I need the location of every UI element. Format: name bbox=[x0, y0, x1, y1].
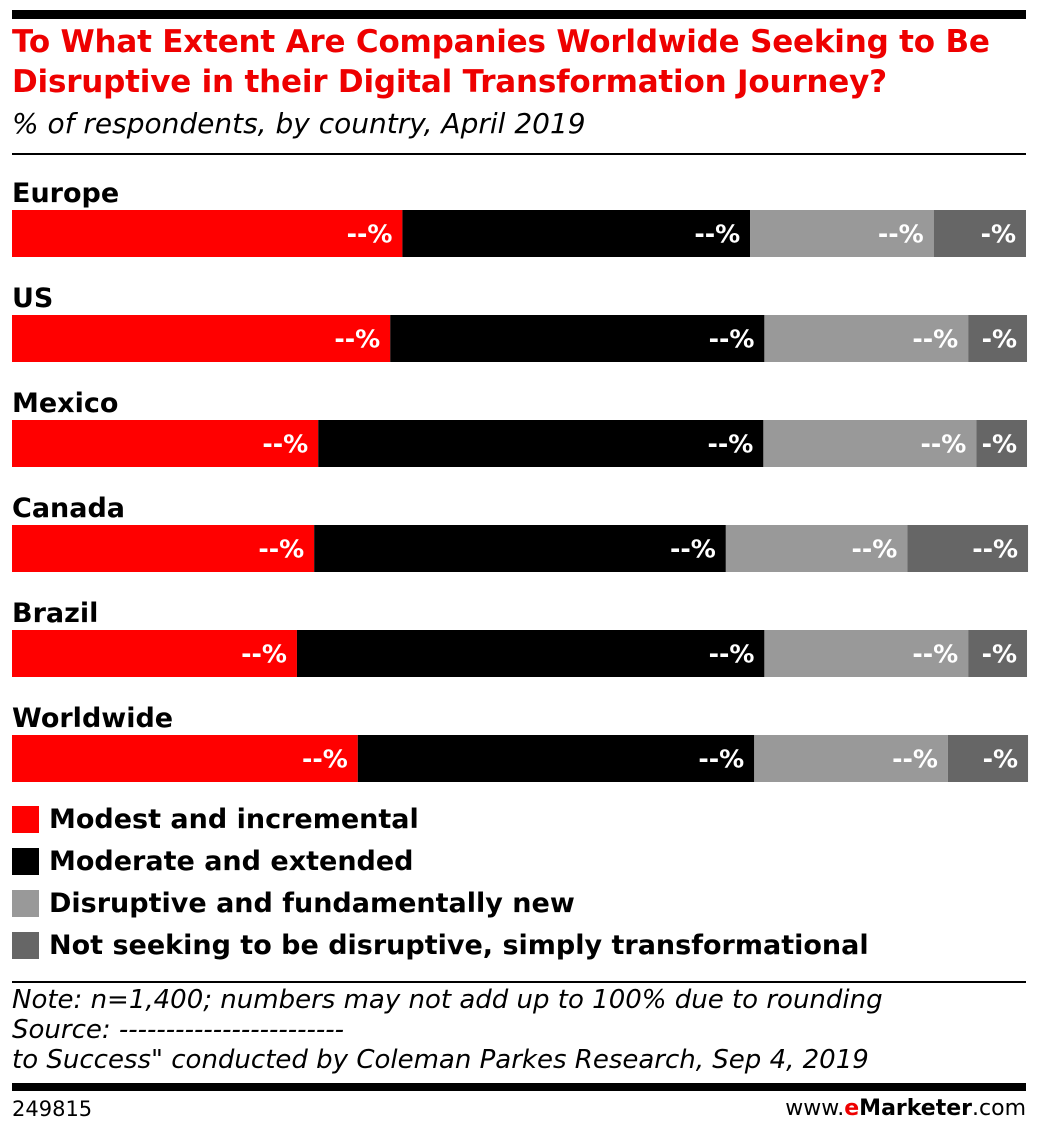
data-label-brazil-not-seeking-to-be-disruptive-simply-transformational: -% bbox=[982, 640, 1017, 669]
data-label-mexico-disruptive-and-fundamentally-new: --% bbox=[921, 430, 967, 459]
category-label-brazil: Brazil bbox=[12, 598, 98, 629]
data-label-brazil-modest-and-incremental: --% bbox=[241, 640, 287, 669]
data-label-us-moderate-and-extended: --% bbox=[709, 325, 755, 354]
legend-swatch bbox=[12, 931, 39, 959]
bar-brazil-not-seeking-to-be-disruptive-simply-transformational bbox=[968, 630, 1028, 677]
data-label-worldwide-moderate-and-extended: --% bbox=[698, 745, 744, 774]
data-label-brazil-disruptive-and-fundamentally-new: --% bbox=[912, 640, 958, 669]
data-label-brazil-moderate-and-extended: --% bbox=[709, 640, 755, 669]
divider-top bbox=[12, 153, 1026, 155]
bar-brazil-disruptive-and-fundamentally-new bbox=[764, 630, 969, 677]
bar-europe-disruptive-and-fundamentally-new bbox=[750, 210, 934, 257]
legend-label: Not seeking to be disruptive, simply tra… bbox=[49, 929, 869, 961]
legend-label: Disruptive and fundamentally new bbox=[49, 887, 575, 919]
data-label-worldwide-modest-and-incremental: --% bbox=[302, 745, 348, 774]
footnotes: Note: n=1,400; numbers may not add up to… bbox=[12, 985, 1026, 1075]
bar-worldwide-modest-and-incremental bbox=[12, 735, 358, 782]
bar-us-not-seeking-to-be-disruptive-simply-transformational bbox=[968, 315, 1028, 362]
legend-item-moderate-and-extended: Moderate and extended bbox=[12, 840, 869, 882]
bar-us-modest-and-incremental bbox=[12, 315, 391, 362]
bar-canada-disruptive-and-fundamentally-new bbox=[725, 525, 908, 572]
bar-europe-moderate-and-extended bbox=[402, 210, 751, 257]
data-label-canada-not-seeking-to-be-disruptive-simply-transformational: --% bbox=[972, 535, 1018, 564]
category-label-canada: Canada bbox=[12, 493, 125, 524]
bar-brazil-modest-and-incremental bbox=[12, 630, 297, 677]
legend-item-disruptive-and-fundamentally-new: Disruptive and fundamentally new bbox=[12, 882, 869, 924]
bar-mexico-not-seeking-to-be-disruptive-simply-transformational bbox=[976, 420, 1028, 467]
legend-swatch bbox=[12, 805, 39, 833]
data-label-worldwide-disruptive-and-fundamentally-new: --% bbox=[892, 745, 938, 774]
bar-worldwide-not-seeking-to-be-disruptive-simply-transformational bbox=[947, 735, 1029, 782]
data-label-us-modest-and-incremental: --% bbox=[334, 325, 380, 354]
data-label-canada-modest-and-incremental: --% bbox=[258, 535, 304, 564]
data-label-us-disruptive-and-fundamentally-new: --% bbox=[912, 325, 958, 354]
divider-footer bbox=[12, 981, 1026, 983]
data-label-europe-modest-and-incremental: --% bbox=[347, 220, 393, 249]
category-label-mexico: Mexico bbox=[12, 388, 118, 419]
bar-canada-not-seeking-to-be-disruptive-simply-transformational bbox=[907, 525, 1029, 572]
stacked-bar-chart: Europe--% --% --% -%US--% --% --% -%Mexico--% -… bbox=[12, 178, 1029, 782]
data-label-europe-moderate-and-extended: --% bbox=[694, 220, 740, 249]
legend-swatch bbox=[12, 889, 39, 917]
legend-item-modest-and-incremental: Modest and incremental bbox=[12, 798, 869, 840]
category-label-europe: Europe bbox=[12, 178, 119, 209]
category-label-worldwide: Worldwide bbox=[12, 703, 173, 734]
data-label-canada-disruptive-and-fundamentally-new: --% bbox=[852, 535, 898, 564]
note-text: Note: n=1,400; numbers may not add up to… bbox=[12, 985, 883, 1015]
category-label-us: US bbox=[12, 283, 53, 314]
bar-worldwide-moderate-and-extended bbox=[357, 735, 755, 782]
top-bar bbox=[12, 10, 1026, 19]
data-label-us-not-seeking-to-be-disruptive-simply-transformational: -% bbox=[982, 325, 1017, 354]
emarketer-logo[interactable]: www.eMarketer.com bbox=[785, 1096, 1026, 1121]
source-continued-text: to Success" conducted by Coleman Parkes … bbox=[12, 1045, 869, 1075]
legend: Modest and incremental Moderate and exten… bbox=[12, 798, 869, 966]
chart-title: To What Extent Are Companies Worldwide S… bbox=[12, 24, 990, 100]
bar-canada-moderate-and-extended bbox=[314, 525, 726, 572]
legend-item-not-seeking-to-be-disruptive-simply-transformational: Not seeking to be disruptive, simply tra… bbox=[12, 924, 869, 966]
bar-mexico-modest-and-incremental bbox=[12, 420, 319, 467]
data-label-mexico-moderate-and-extended: --% bbox=[708, 430, 754, 459]
bar-worldwide-disruptive-and-fundamentally-new bbox=[754, 735, 948, 782]
chart-id: 249815 bbox=[12, 1097, 93, 1121]
bar-canada-modest-and-incremental bbox=[12, 525, 315, 572]
bar-mexico-disruptive-and-fundamentally-new bbox=[763, 420, 977, 467]
data-label-europe-not-seeking-to-be-disruptive-simply-transformational: -% bbox=[981, 220, 1016, 249]
bar-europe-not-seeking-to-be-disruptive-simply-transformational bbox=[933, 210, 1026, 257]
legend-label: Moderate and extended bbox=[49, 845, 414, 877]
data-label-mexico-modest-and-incremental: --% bbox=[262, 430, 308, 459]
bar-europe-modest-and-incremental bbox=[12, 210, 403, 257]
legend-label: Modest and incremental bbox=[49, 803, 419, 835]
data-label-europe-disruptive-and-fundamentally-new: --% bbox=[878, 220, 924, 249]
source-text: Source: ------------------------ bbox=[12, 1015, 345, 1045]
bar-mexico-moderate-and-extended bbox=[318, 420, 764, 467]
data-label-canada-moderate-and-extended: --% bbox=[670, 535, 716, 564]
bar-brazil-moderate-and-extended bbox=[296, 630, 765, 677]
bar-us-moderate-and-extended bbox=[390, 315, 765, 362]
bar-us-disruptive-and-fundamentally-new bbox=[764, 315, 969, 362]
data-label-worldwide-not-seeking-to-be-disruptive-simply-transformational: -% bbox=[983, 745, 1018, 774]
data-label-mexico-not-seeking-to-be-disruptive-simply-transformational: -% bbox=[982, 430, 1017, 459]
legend-swatch bbox=[12, 847, 39, 875]
divider-bottom bbox=[12, 1083, 1026, 1091]
chart-subtitle: % of respondents, by country, April 2019 bbox=[12, 107, 586, 140]
